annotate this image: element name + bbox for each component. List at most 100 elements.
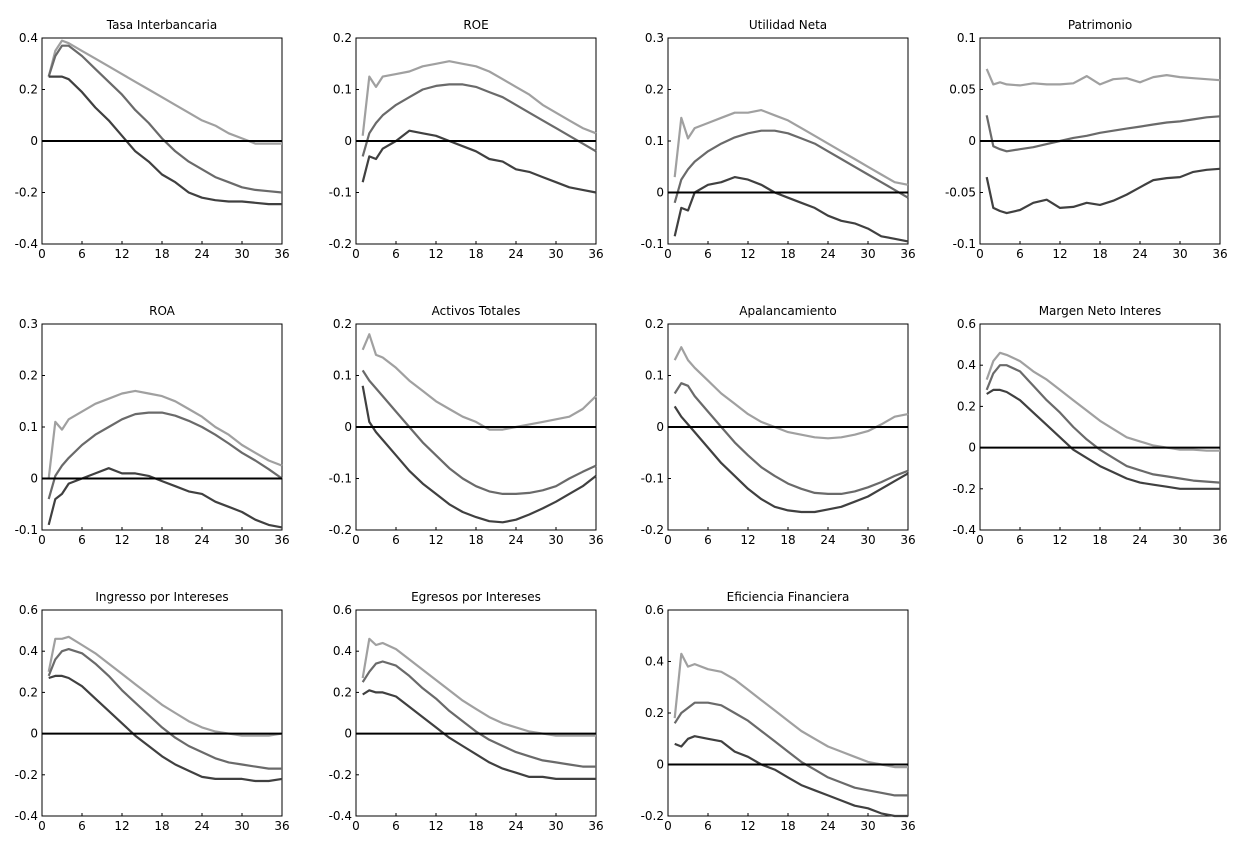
x-tick-label: 36	[588, 247, 603, 261]
panel-title: Ingresso por Intereses	[95, 590, 228, 604]
y-tick-label: -0.2	[641, 523, 664, 537]
x-tick-label: 12	[114, 819, 129, 833]
x-tick-label: 18	[780, 819, 795, 833]
x-tick-label: 0	[38, 247, 46, 261]
y-tick-label: 0.4	[333, 644, 352, 658]
y-tick-label: 0.3	[645, 31, 664, 45]
y-tick-label: 0	[30, 134, 38, 148]
panel-title: Margen Neto Interes	[1039, 304, 1162, 318]
panel-1: Tasa Interbancaria 0 6 12 18 24 30 36 -0.4 -0.2 0 0…	[15, 18, 290, 261]
panel-7: Apalancamiento 0 6 12 18 24 30 36 -0.2 -0.1 0 0.1 0.…	[641, 304, 916, 547]
series-line-1	[47, 389, 283, 479]
series-line-2	[985, 115, 1221, 153]
series-line-3	[361, 385, 597, 524]
y-tick-label: 0	[656, 758, 664, 772]
y-tick-label: 0.1	[957, 31, 976, 45]
axes-frame	[41, 323, 283, 531]
series-line-2	[673, 701, 908, 797]
x-tick-label: 0	[664, 247, 672, 261]
series-line-3	[985, 167, 1221, 215]
x-tick-label: 36	[900, 819, 915, 833]
y-tick-label: 0.2	[645, 317, 664, 331]
x-tick-label: 0	[38, 533, 46, 547]
y-tick-label: 0.2	[19, 83, 38, 97]
x-tick-label: 36	[274, 247, 289, 261]
x-tick-label: 6	[1016, 247, 1024, 261]
x-tick-label: 24	[1132, 533, 1147, 547]
y-tick-label: -0.05	[945, 186, 976, 200]
x-tick-label: 12	[740, 533, 755, 547]
series-line-3	[674, 735, 908, 818]
y-tick-label: 0.1	[333, 369, 352, 383]
y-tick-label: 0	[344, 134, 352, 148]
x-tick-label: 0	[664, 533, 672, 547]
x-tick-label: 24	[1132, 247, 1147, 261]
x-tick-label: 12	[1052, 533, 1067, 547]
y-tick-label: 0	[968, 134, 976, 148]
y-tick-label: -0.1	[329, 472, 352, 486]
x-tick-label: 0	[352, 819, 360, 833]
x-tick-label: 0	[38, 819, 46, 833]
panel-title: Tasa Interbancaria	[106, 18, 217, 32]
series-line-1	[361, 60, 597, 136]
x-tick-label: 30	[860, 533, 875, 547]
series-line-2	[361, 83, 597, 157]
x-tick-label: 18	[468, 533, 483, 547]
series-line-2	[673, 382, 909, 495]
x-tick-label: 30	[860, 247, 875, 261]
x-tick-label: 30	[548, 533, 563, 547]
x-tick-label: 18	[780, 533, 795, 547]
series-line-1	[361, 333, 597, 431]
x-tick-label: 12	[428, 247, 443, 261]
series-line-1	[673, 652, 908, 769]
y-tick-label: -0.1	[15, 523, 38, 537]
series-line-2	[361, 369, 597, 495]
y-tick-label: -0.2	[329, 523, 352, 537]
x-tick-label: 24	[508, 247, 523, 261]
series-line-3	[48, 75, 282, 206]
y-tick-label: 0	[30, 472, 38, 486]
x-tick-label: 6	[704, 247, 712, 261]
y-tick-label: 0	[656, 420, 664, 434]
series-line-3	[673, 176, 909, 243]
y-tick-label: 0.2	[333, 685, 352, 699]
series-line-2	[47, 647, 282, 770]
x-tick-label: 18	[780, 247, 795, 261]
y-tick-label: 0.4	[19, 644, 38, 658]
x-tick-label: 0	[976, 533, 984, 547]
x-tick-label: 24	[820, 819, 835, 833]
panel-title: Utilidad Neta	[749, 18, 827, 32]
panel-8: Margen Neto Interes 0 6 12 18 24 30 36 -0.4 -0.2 0…	[953, 304, 1228, 547]
y-tick-label: 0.6	[19, 603, 38, 617]
y-tick-label: 0.05	[949, 83, 976, 97]
x-tick-label: 0	[352, 247, 360, 261]
x-tick-label: 0	[664, 819, 672, 833]
y-tick-label: 0.4	[957, 358, 976, 372]
x-tick-label: 12	[428, 819, 443, 833]
series-line-2	[47, 411, 283, 500]
y-tick-label: 0.1	[333, 83, 352, 97]
x-tick-label: 12	[740, 247, 755, 261]
axes-frame	[979, 323, 1221, 531]
series-line-2	[673, 129, 909, 204]
x-tick-label: 24	[508, 819, 523, 833]
y-tick-label: -0.2	[329, 237, 352, 251]
y-tick-label: 0.2	[957, 399, 976, 413]
series-line-1	[47, 635, 283, 737]
series-line-2	[985, 364, 1221, 484]
y-tick-label: 0.2	[645, 706, 664, 720]
x-tick-label: 30	[548, 819, 563, 833]
x-tick-label: 12	[1052, 247, 1067, 261]
axes-frame	[667, 609, 909, 817]
y-tick-label: 0.6	[645, 603, 664, 617]
x-tick-label: 12	[114, 533, 129, 547]
series-line-2	[47, 44, 283, 194]
series-line-1	[361, 637, 596, 737]
axes-frame	[41, 609, 283, 817]
y-tick-label: 0.6	[957, 317, 976, 331]
y-tick-label: 0.4	[645, 655, 664, 669]
x-tick-label: 30	[234, 533, 249, 547]
